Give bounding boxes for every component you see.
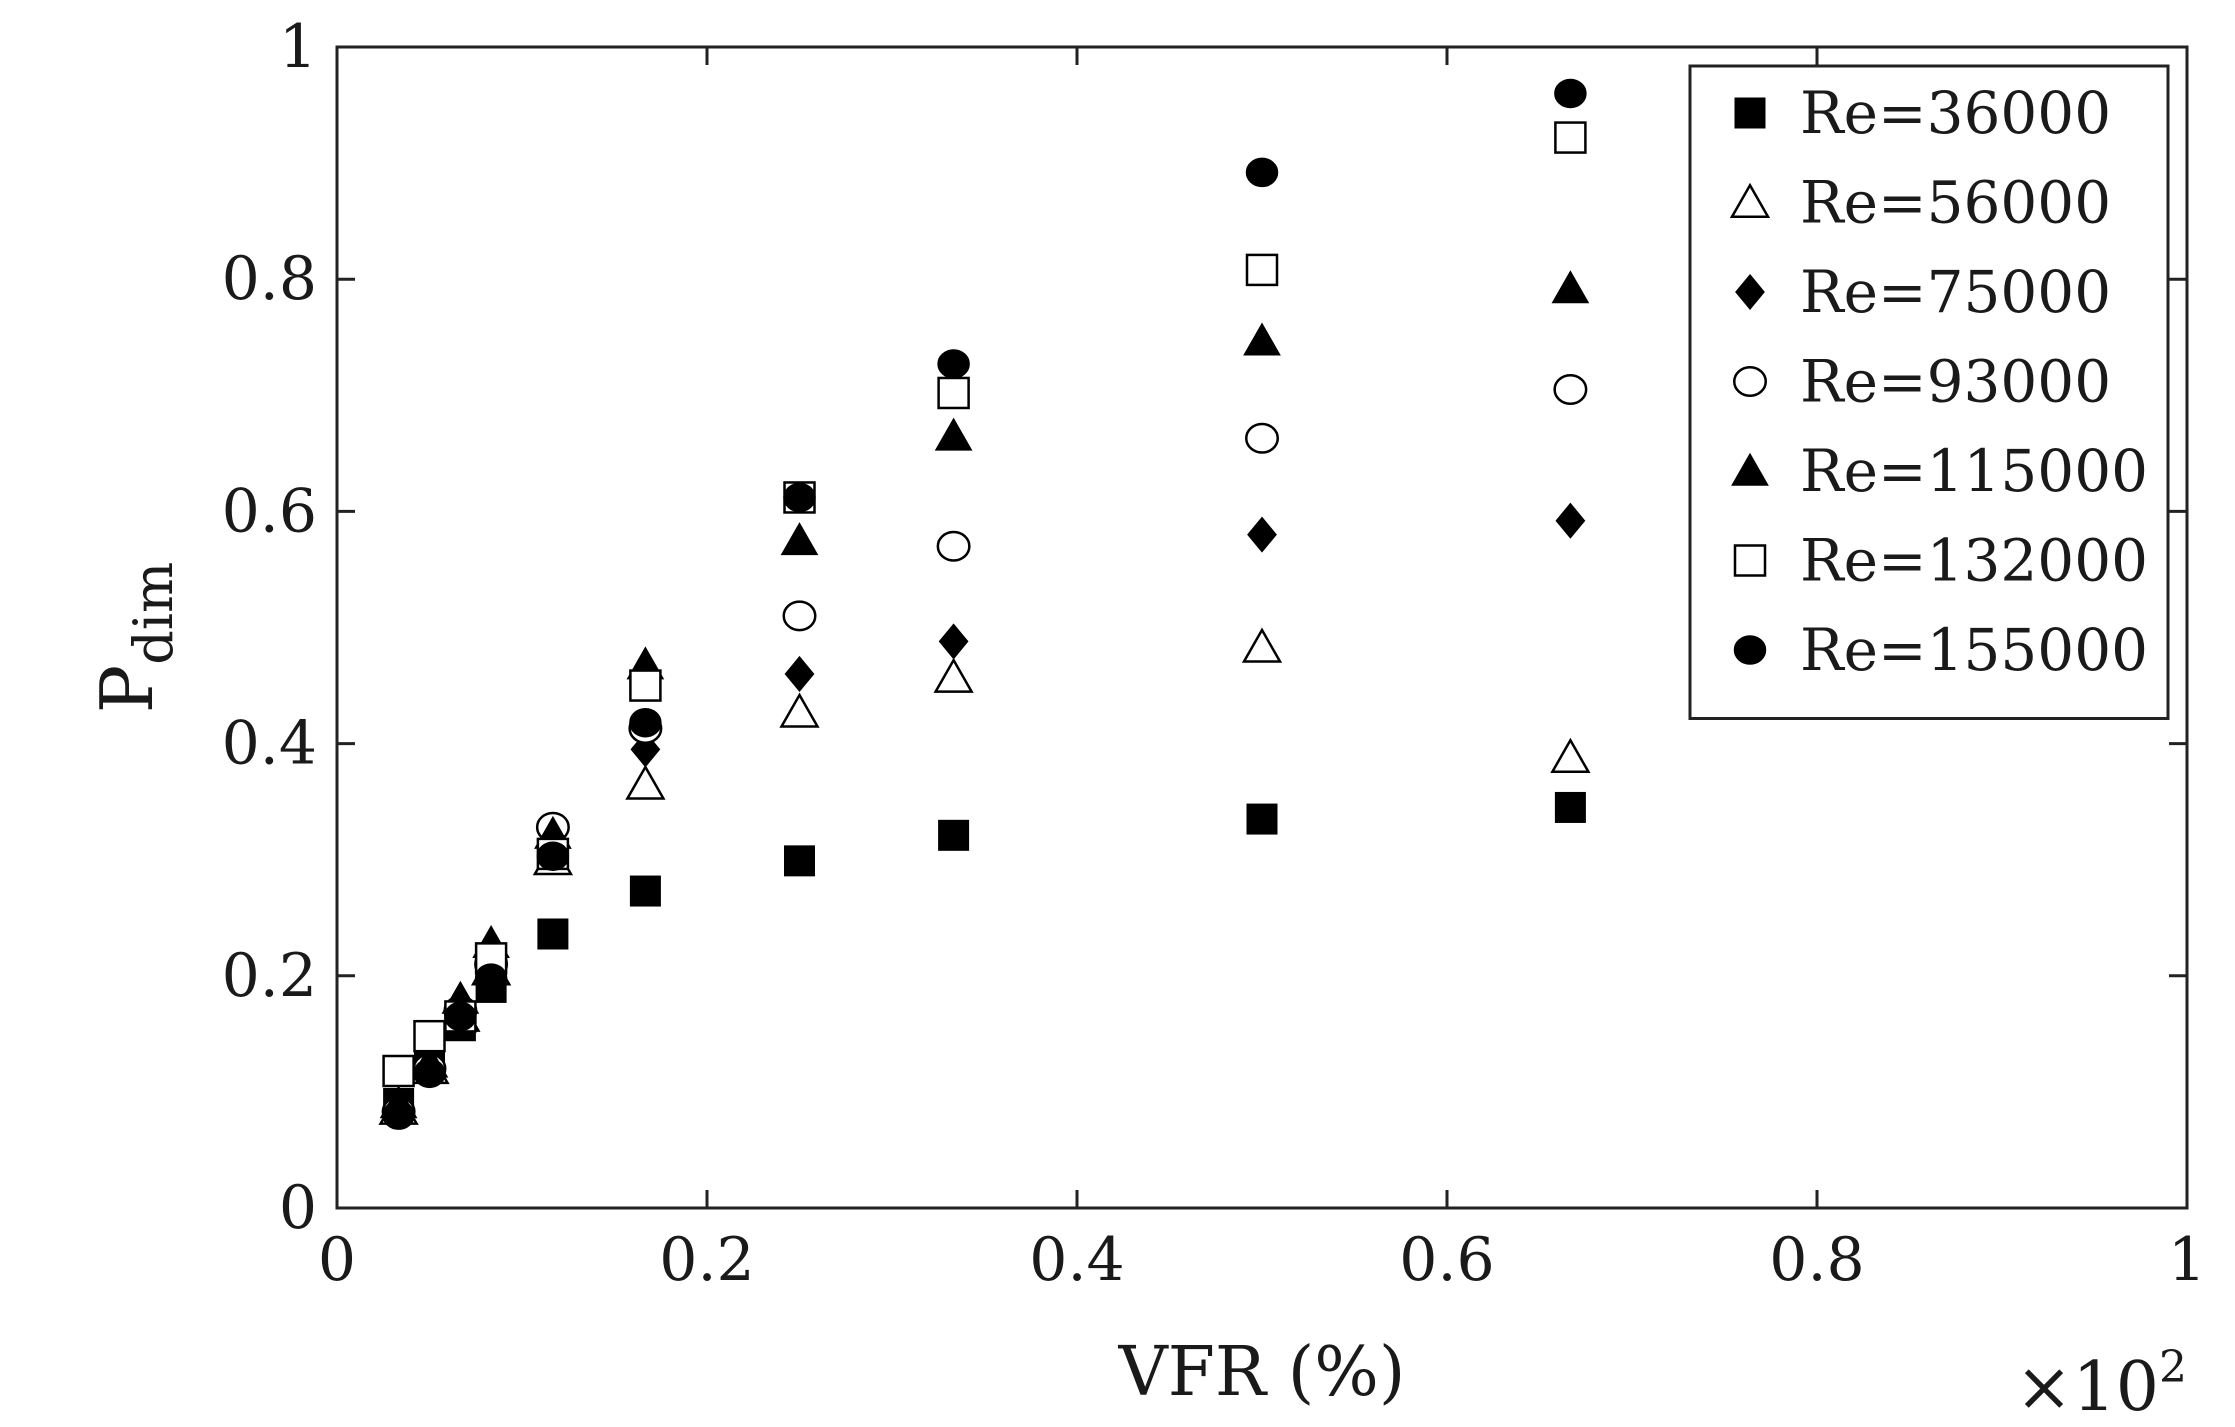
data-point	[1245, 253, 1279, 287]
legend-marker	[1731, 452, 1769, 486]
data-point	[382, 1100, 415, 1130]
data-point	[1554, 791, 1586, 823]
data-point	[1554, 78, 1587, 109]
legend-label: Re=36000	[1800, 79, 2111, 147]
legend-label: Re=155000	[1800, 616, 2148, 684]
data-point	[1245, 422, 1279, 454]
data-point	[1551, 270, 1590, 304]
legend-label: Re=115000	[1800, 437, 2148, 505]
y-tick-label: 0.6	[222, 476, 317, 546]
data-point	[629, 875, 661, 907]
data-point	[937, 349, 970, 379]
legend-item: Re=155000	[1733, 616, 2148, 684]
data-point	[1246, 803, 1278, 835]
x-tick-label: 1	[2168, 1225, 2206, 1295]
legend-item: Re=36000	[1734, 79, 2111, 147]
data-point	[413, 1019, 446, 1053]
legend-marker	[1733, 635, 1767, 665]
data-point	[1243, 322, 1281, 356]
y-axis-label-main: P	[85, 665, 169, 713]
legend-item: Re=93000	[1733, 348, 2111, 416]
data-point	[938, 623, 969, 660]
legend-label: Re=93000	[1800, 348, 2111, 416]
series-re-155000	[382, 78, 1587, 1130]
x-tick-label: 0.2	[659, 1225, 754, 1295]
legend-marker	[1733, 544, 1767, 577]
axis-tick-labels: 0 0.2 0.4 0.6 0.8 1 0 0.2 0.4 0.6 0.8 1	[222, 12, 2207, 1295]
legend-item: Re=132000	[1733, 527, 2148, 595]
data-point	[783, 482, 816, 513]
data-point	[784, 845, 815, 877]
legend-label: Re=75000	[1800, 258, 2111, 326]
data-point	[933, 657, 974, 693]
legend-item: Re=75000	[1735, 258, 2111, 326]
y-tick-label: 0.8	[222, 244, 317, 314]
data-point	[1550, 737, 1591, 774]
data-point	[1553, 373, 1588, 405]
y-axis-label: Pdim	[85, 562, 185, 714]
legend: Re=36000 Re=56000 Re=75000 Re=93000 Re=11500…	[1688, 64, 2170, 720]
y-tick-label: 0.4	[222, 709, 317, 779]
data-point	[1555, 502, 1586, 539]
x-axis-multiplier-base: ×10	[2015, 1348, 2159, 1427]
data-point	[444, 1001, 477, 1032]
data-point	[1554, 121, 1587, 154]
data-point	[779, 692, 820, 728]
data-point	[782, 600, 817, 632]
data-point	[629, 669, 662, 702]
x-tick-label: 0	[318, 1225, 356, 1295]
data-point	[934, 417, 973, 451]
legend-marker	[1735, 273, 1765, 311]
y-axis-label-subscript: dim	[122, 562, 185, 665]
y-tick-label: 1	[279, 12, 317, 82]
data-point	[937, 376, 970, 410]
data-point	[938, 819, 970, 851]
data-point	[780, 522, 819, 556]
data-point	[936, 530, 971, 562]
data-point	[629, 707, 662, 738]
legend-marker	[1733, 366, 1767, 397]
data-point	[1245, 157, 1279, 188]
x-tick-label: 0.6	[1399, 1225, 1494, 1295]
data-point	[536, 841, 570, 871]
legend-item: Re=115000	[1731, 437, 2148, 505]
data-point	[413, 1058, 446, 1089]
y-tick-label: 0	[279, 1173, 317, 1243]
x-tick-label: 0.8	[1769, 1225, 1864, 1295]
legend-marker	[1729, 182, 1771, 218]
x-axis-multiplier-exponent: 2	[2159, 1342, 2187, 1393]
data-point	[1241, 627, 1283, 663]
legend-label: Re=56000	[1800, 169, 2111, 237]
x-axis-multiplier: ×102	[2015, 1342, 2187, 1427]
data-point	[537, 918, 569, 950]
y-tick-label: 0.2	[222, 941, 317, 1011]
legend-label: Re=132000	[1800, 527, 2148, 595]
x-tick-label: 0.4	[1029, 1225, 1124, 1295]
data-point	[625, 764, 666, 800]
legend-item: Re=56000	[1729, 169, 2111, 237]
axis-ticks	[335, 45, 2189, 1210]
plot-area-frame	[335, 45, 2189, 1210]
legend-marker	[1734, 97, 1766, 129]
data-point	[382, 1054, 415, 1088]
data-markers	[378, 78, 1591, 1130]
legend-box	[1688, 64, 2170, 720]
data-point	[784, 655, 815, 692]
x-axis-label: VFR (%)	[1118, 1333, 1406, 1412]
data-point	[1247, 516, 1277, 553]
data-point	[474, 963, 508, 993]
